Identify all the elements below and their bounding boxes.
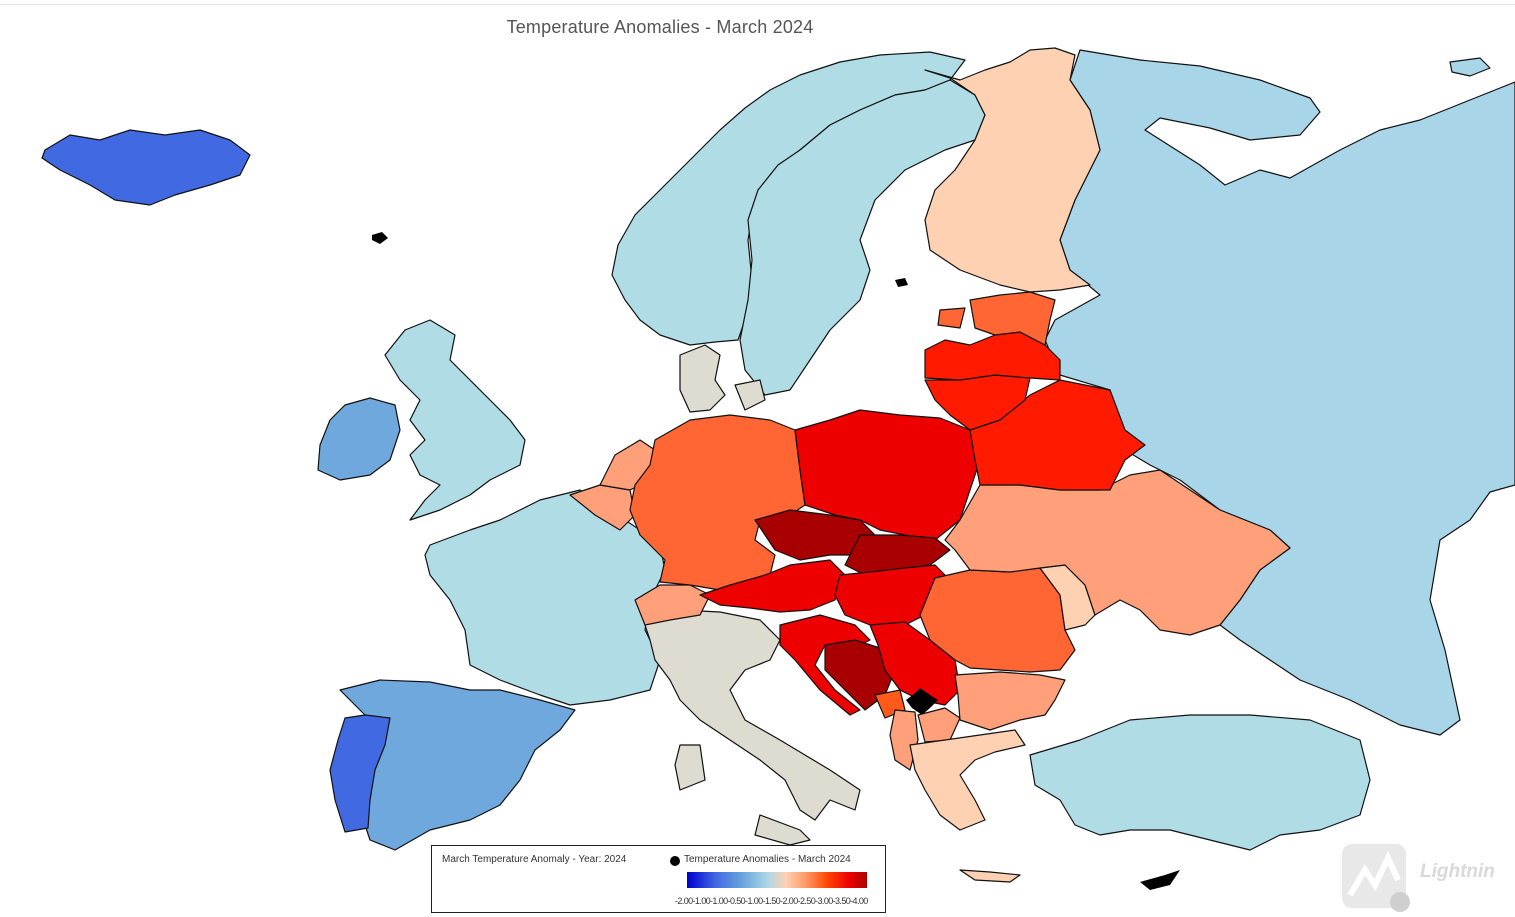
region-bulgaria[interactable]	[954, 671, 1066, 731]
region-switzerland[interactable]	[634, 584, 711, 626]
region-north-macedonia[interactable]	[917, 707, 961, 743]
region-france[interactable]	[424, 489, 666, 706]
region-iceland[interactable]	[41, 129, 251, 206]
watermark-text: Lightnin	[1420, 861, 1495, 882]
map-legend: March Temperature Anomaly - Year: 2024 T…	[431, 845, 886, 913]
region-latvia[interactable]	[924, 331, 1061, 381]
region-uk[interactable]	[384, 319, 526, 521]
region-greece[interactable]	[909, 729, 1026, 883]
kosovo-marker[interactable]	[906, 688, 938, 715]
region-belarus[interactable]	[969, 379, 1146, 491]
cyprus-marker[interactable]	[1140, 870, 1180, 890]
island-marker	[372, 232, 388, 244]
region-russia-island[interactable]	[1449, 57, 1491, 77]
top-divider	[0, 4, 1515, 5]
legend-series-label: Temperature Anomalies - March 2024	[684, 854, 851, 865]
island-marker-2	[895, 278, 908, 287]
legend-series-marker	[670, 856, 680, 866]
region-germany[interactable]	[629, 414, 806, 591]
region-portugal[interactable]	[329, 714, 391, 833]
legend-title: March Temperature Anomaly - Year: 2024	[442, 854, 627, 865]
region-finland[interactable]	[924, 47, 1101, 293]
region-albania[interactable]	[889, 709, 919, 771]
region-sweden[interactable]	[739, 79, 986, 396]
region-denmark[interactable]	[679, 344, 766, 413]
region-serbia[interactable]	[869, 621, 961, 706]
region-estonia[interactable]	[937, 291, 1056, 346]
region-russia[interactable]	[1044, 49, 1515, 736]
chart-title: Temperature Anomalies - March 2024	[506, 17, 814, 37]
region-turkey[interactable]	[1029, 714, 1371, 851]
region-ireland[interactable]	[317, 397, 401, 481]
legend-color-scale	[687, 872, 867, 888]
lightning-logo-icon	[1342, 844, 1410, 912]
legend-tick-labels: -2.00-1.00-1.00-0.50-1.00-1.50-2.00-2.50…	[675, 896, 868, 906]
region-croatia[interactable]	[779, 614, 871, 716]
